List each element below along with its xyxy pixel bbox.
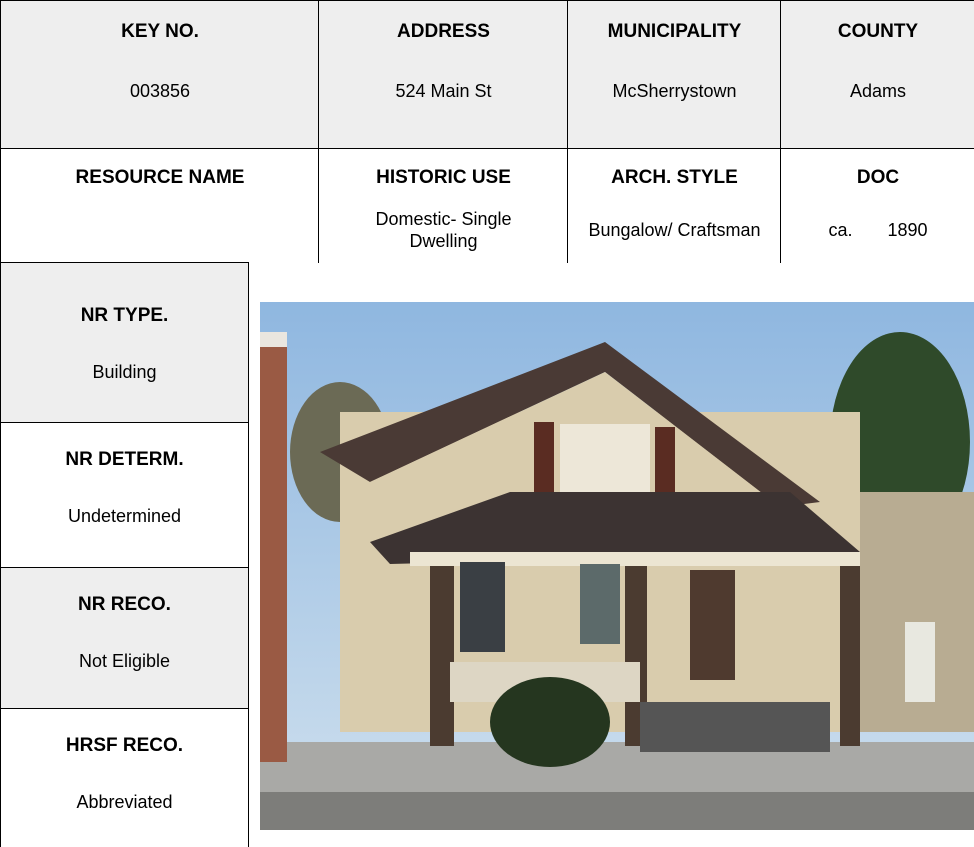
field-label: ARCH. STYLE <box>611 167 738 188</box>
side-cell: NR RECO. Not Eligible <box>0 567 249 709</box>
side-cell: NR DETERM. Undetermined <box>0 422 249 568</box>
field-value: 003856 <box>129 81 191 101</box>
field-cell: KEY NO. 003856 <box>0 0 319 149</box>
field-cell: HISTORIC USE Domestic- Single Dwelling <box>318 148 568 263</box>
side-label: NR RECO. <box>78 594 171 615</box>
side-label: HRSF RECO. <box>65 735 184 756</box>
side-value: Not Eligible <box>78 651 171 671</box>
field-label: KEY NO. <box>121 21 199 42</box>
side-value: Undetermined <box>67 506 182 526</box>
field-value: Bungalow/ Craftsman <box>588 220 761 240</box>
side-label: NR DETERM. <box>65 449 184 470</box>
field-label: MUNICIPALITY <box>607 21 742 42</box>
side-value: Building <box>92 362 157 382</box>
field-cell: DOC ca. 1890 <box>780 148 974 263</box>
field-value: Adams <box>849 81 907 101</box>
field-label: RESOURCE NAME <box>75 167 245 188</box>
house-photo <box>260 302 974 830</box>
field-label: DOC <box>856 167 900 188</box>
field-value: ca. 1890 <box>828 220 928 240</box>
side-cell: NR TYPE. Building <box>0 262 249 423</box>
field-label: ADDRESS <box>397 21 490 42</box>
field-value: McSherrystown <box>612 81 737 101</box>
field-label: COUNTY <box>837 21 919 42</box>
side-label: NR TYPE. <box>80 305 169 326</box>
field-cell: COUNTY Adams <box>780 0 974 149</box>
field-cell: MUNICIPALITY McSherrystown <box>567 0 781 149</box>
field-cell: RESOURCE NAME <box>0 148 319 263</box>
field-label: HISTORIC USE <box>376 167 511 188</box>
field-value: 524 Main St <box>395 81 492 101</box>
side-cell: HRSF RECO. Abbreviated <box>0 708 249 847</box>
field-cell: ADDRESS 524 Main St <box>318 0 568 149</box>
field-value: Domestic- Single Dwelling <box>375 209 512 251</box>
field-cell: ARCH. STYLE Bungalow/ Craftsman <box>567 148 781 263</box>
side-value: Abbreviated <box>76 792 173 812</box>
field-value <box>1 201 319 259</box>
